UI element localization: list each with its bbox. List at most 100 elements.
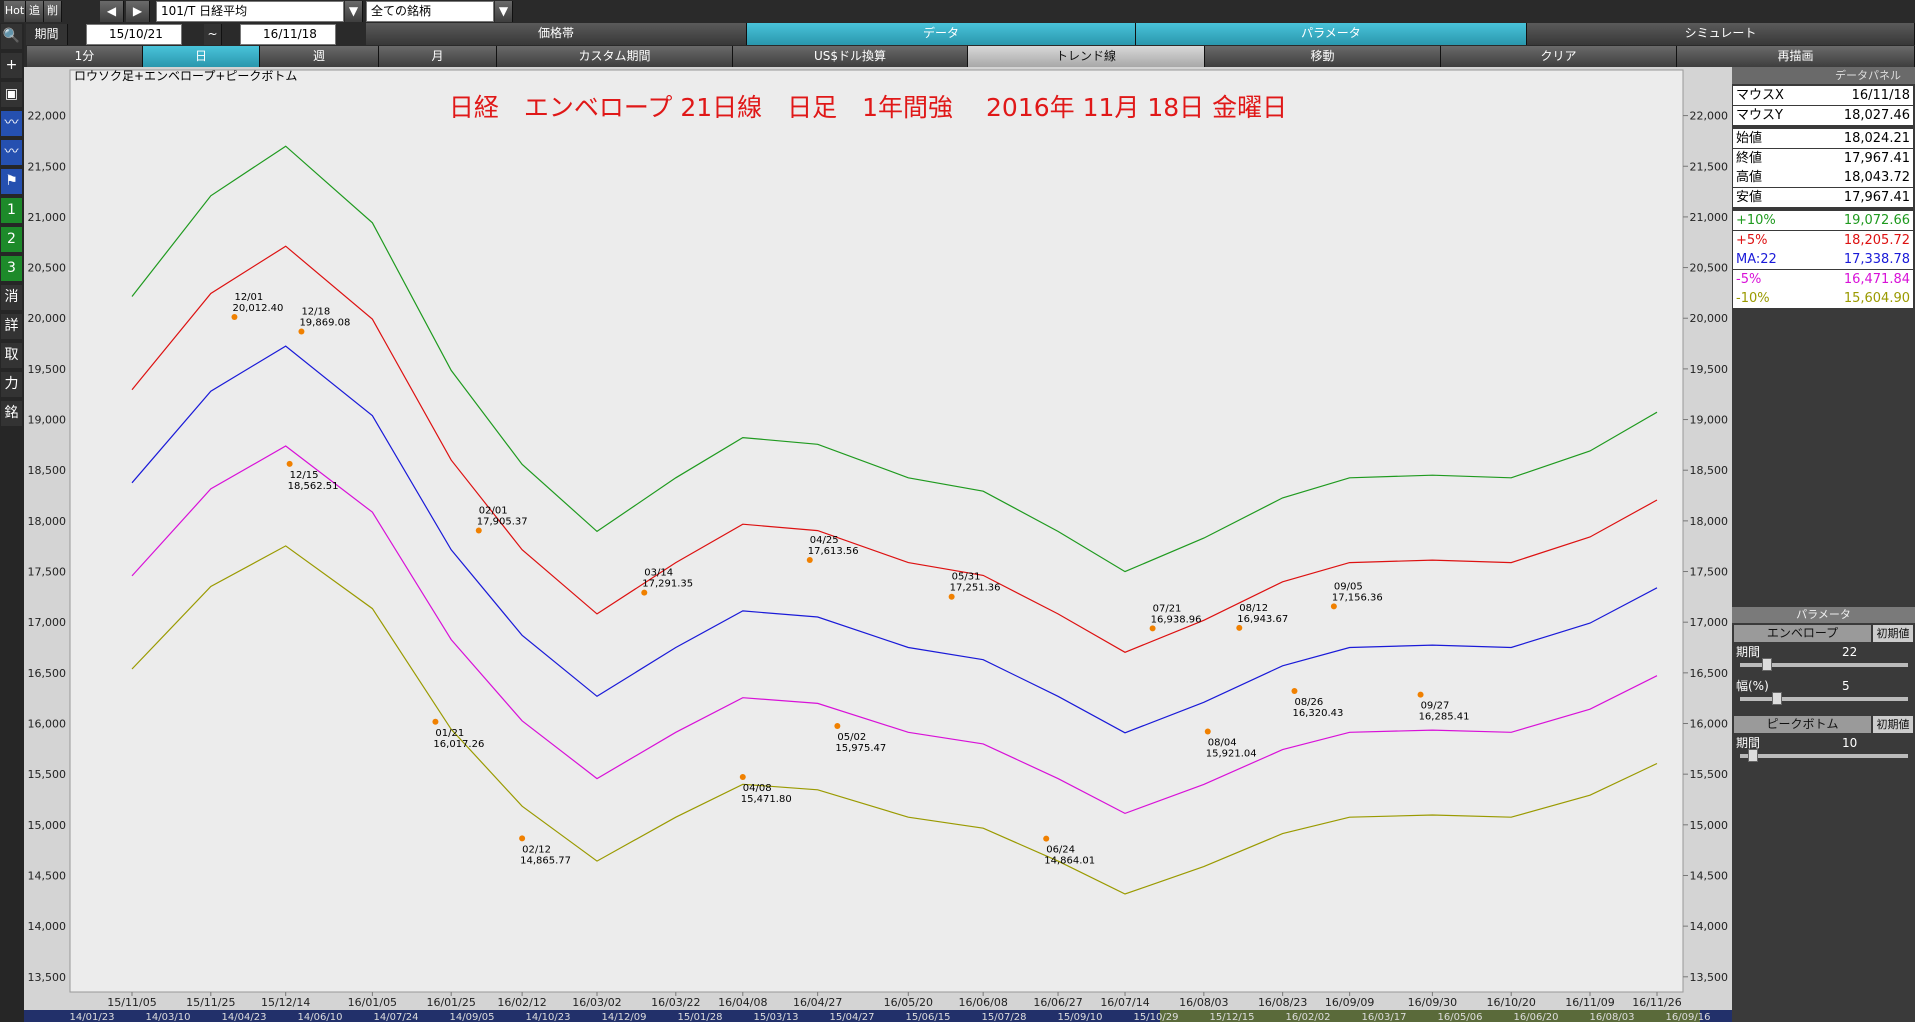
y-tick-label-right: 20,500 bbox=[1690, 262, 1729, 275]
tab[interactable]: シミュレート bbox=[1527, 23, 1915, 45]
param-group: エンベロープ bbox=[1734, 625, 1871, 642]
side-icon[interactable]: 取 bbox=[1, 343, 22, 368]
tool-icon[interactable]: 〰 bbox=[1, 140, 22, 165]
x-tick-label: 16/01/25 bbox=[426, 996, 475, 1009]
x-tick-label: 16/06/08 bbox=[958, 996, 1007, 1009]
annotation-value: 17,251.36 bbox=[950, 583, 1001, 594]
side-icon[interactable]: 銘 bbox=[1, 401, 22, 426]
data-row-label: +5% bbox=[1736, 232, 1768, 248]
chart-title: 日経 エンベロープ 21日線 日足 1年間強 2016年 11月 18日 金曜日 bbox=[449, 93, 1287, 122]
y-tick-label: 19,500 bbox=[28, 363, 67, 376]
param-slider-thumb[interactable] bbox=[1762, 658, 1772, 671]
side-icon[interactable]: 2 bbox=[1, 227, 22, 252]
annotation-date: 02/01 bbox=[479, 505, 508, 516]
tool-button[interactable]: クリア bbox=[1441, 46, 1677, 67]
overview-tick-label: 16/05/06 bbox=[1438, 1012, 1483, 1022]
side-icon[interactable]: 1 bbox=[1, 198, 22, 223]
data-row-value: 17,967.41 bbox=[1843, 150, 1910, 166]
overview-tick-label: 14/10/23 bbox=[526, 1012, 571, 1022]
nav-back[interactable]: ◀ bbox=[100, 1, 124, 22]
annotation-value: 17,613.56 bbox=[808, 546, 859, 557]
tool-button[interactable]: 再描画 bbox=[1677, 46, 1915, 67]
x-tick-label: 16/09/30 bbox=[1408, 996, 1457, 1009]
annotation-value: 15,471.80 bbox=[741, 794, 792, 805]
param-slider-track bbox=[1740, 754, 1908, 758]
side-icon[interactable]: 力 bbox=[1, 372, 22, 397]
x-tick-label: 16/06/27 bbox=[1033, 996, 1082, 1009]
y-tick-label: 14,000 bbox=[28, 920, 67, 933]
tool-button[interactable]: トレンド線 bbox=[968, 46, 1205, 67]
y-tick-label: 17,000 bbox=[28, 616, 67, 629]
to-field[interactable]: 16/11/18 bbox=[240, 24, 336, 45]
nav-fwd[interactable]: ▶ bbox=[126, 1, 150, 22]
annotation-date: 07/21 bbox=[1153, 603, 1182, 614]
param-reset[interactable]: 初期値 bbox=[1873, 716, 1913, 733]
peak-bottom-marker bbox=[739, 774, 746, 781]
from-field[interactable]: 15/10/21 bbox=[86, 24, 182, 45]
annotation-date: 06/24 bbox=[1046, 845, 1075, 856]
annotation-value: 14,865.77 bbox=[520, 855, 571, 866]
data-row-label: 終値 bbox=[1736, 150, 1763, 166]
symbol-field[interactable]: 101/T 日経平均 bbox=[156, 1, 344, 22]
param-reset[interactable]: 初期値 bbox=[1873, 625, 1913, 642]
side-icon[interactable]: 詳 bbox=[1, 314, 22, 339]
sep: ~ bbox=[204, 24, 222, 45]
data-row-bg bbox=[1733, 168, 1913, 187]
tool-icon[interactable]: 🔍 bbox=[1, 24, 22, 49]
tool-button[interactable]: カスタム期間 bbox=[497, 46, 733, 67]
y-tick-label-right: 15,000 bbox=[1690, 819, 1729, 832]
quick-button[interactable]: 削 bbox=[44, 1, 62, 22]
peak-bottom-marker bbox=[1330, 603, 1337, 610]
tool-icon[interactable]: + bbox=[1, 53, 22, 78]
overview-window bbox=[1160, 1010, 1700, 1022]
param-value: 10 bbox=[1842, 736, 1858, 750]
envelope-line bbox=[131, 345, 1658, 734]
annotation-value: 15,921.04 bbox=[1206, 749, 1257, 760]
universe-drop[interactable]: ▼ bbox=[495, 1, 513, 22]
tool-button[interactable]: US$ドル換算 bbox=[733, 46, 968, 67]
peak-bottom-marker bbox=[1204, 728, 1211, 735]
y-tick-label-right: 17,000 bbox=[1690, 616, 1729, 629]
symbol-drop[interactable]: ▼ bbox=[345, 1, 363, 22]
annotation-value: 17,291.35 bbox=[642, 579, 693, 590]
y-tick-label: 13,500 bbox=[28, 971, 67, 984]
y-tick-label: 18,000 bbox=[28, 515, 67, 528]
overview-tick-label: 16/03/17 bbox=[1362, 1012, 1407, 1022]
peak-bottom-marker bbox=[231, 313, 238, 320]
annotation-date: 05/31 bbox=[952, 572, 981, 583]
tool-button[interactable]: 1分 bbox=[27, 46, 143, 67]
y-tick-label-right: 19,000 bbox=[1690, 414, 1729, 427]
data-row-bg bbox=[1733, 148, 1913, 168]
side-icon[interactable]: 3 bbox=[1, 256, 22, 281]
universe-field[interactable]: 全ての銘柄 bbox=[366, 1, 494, 22]
peak-bottom-marker bbox=[1236, 624, 1243, 631]
y-tick-label-right: 21,500 bbox=[1690, 160, 1729, 173]
quick-button[interactable]: Hot bbox=[4, 1, 26, 22]
annotation-date: 08/04 bbox=[1208, 738, 1237, 749]
peak-bottom-marker bbox=[834, 722, 841, 729]
tab[interactable]: パラメータ bbox=[1136, 23, 1527, 45]
tool-button[interactable]: 月 bbox=[379, 46, 497, 67]
tool-button[interactable]: 日 bbox=[143, 46, 260, 67]
param-slider-thumb[interactable] bbox=[1748, 749, 1758, 762]
data-row-value: 18,043.72 bbox=[1843, 170, 1910, 185]
data-row-value: 17,338.78 bbox=[1843, 252, 1910, 267]
tool-icon[interactable]: ▣ bbox=[1, 82, 22, 107]
tab[interactable]: データ bbox=[747, 23, 1136, 45]
overview-tick-label: 14/06/10 bbox=[298, 1012, 343, 1022]
annotation-date: 08/12 bbox=[1239, 603, 1268, 614]
y-tick-label: 21,000 bbox=[28, 211, 67, 224]
tool-button[interactable]: 移動 bbox=[1205, 46, 1441, 67]
annotation-date: 08/26 bbox=[1294, 697, 1323, 708]
y-tick-label-right: 15,500 bbox=[1690, 768, 1729, 781]
tool-icon[interactable]: ⚑ bbox=[1, 169, 22, 194]
side-icon[interactable]: 消 bbox=[1, 285, 22, 310]
tool-icon[interactable]: 〰 bbox=[1, 111, 22, 136]
param-slider-thumb[interactable] bbox=[1772, 692, 1782, 705]
overview-tick-label: 14/04/23 bbox=[222, 1012, 267, 1022]
tool-button[interactable]: 週 bbox=[260, 46, 379, 67]
quick-button[interactable]: 追 bbox=[26, 1, 44, 22]
tab[interactable]: 価格帯 bbox=[366, 23, 747, 45]
annotation-value: 16,285.41 bbox=[1419, 712, 1470, 723]
